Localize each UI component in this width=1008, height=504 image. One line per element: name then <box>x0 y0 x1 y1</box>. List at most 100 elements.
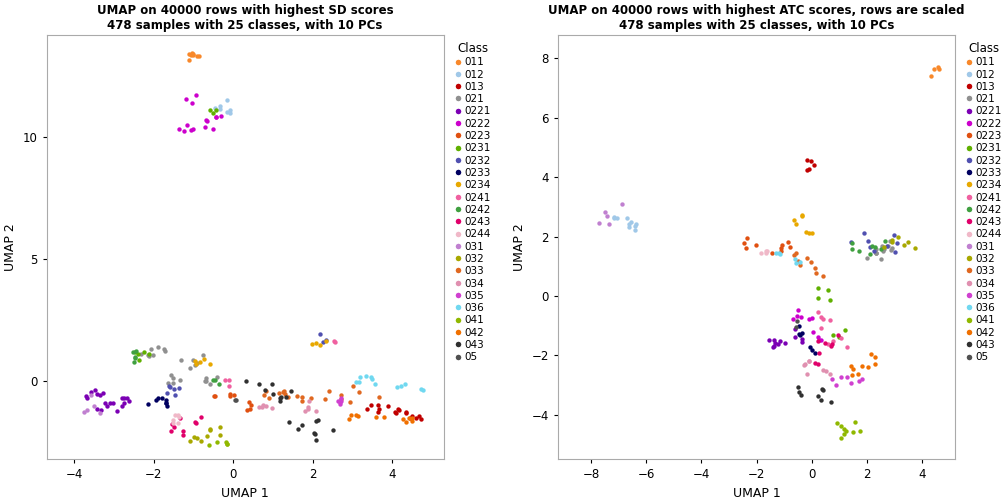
Point <box>814 386 831 394</box>
Point <box>884 244 900 253</box>
Point <box>264 381 280 389</box>
Point <box>888 239 904 247</box>
Point <box>794 212 810 220</box>
Point <box>210 372 226 381</box>
Point <box>272 397 288 405</box>
Point <box>130 356 146 364</box>
Point <box>607 214 623 222</box>
Point <box>790 383 806 391</box>
Point <box>84 391 100 399</box>
Point <box>811 336 828 344</box>
Point <box>811 349 828 357</box>
Point <box>791 261 807 269</box>
Point <box>184 356 201 364</box>
Point <box>876 245 892 253</box>
Point <box>241 398 257 406</box>
Point <box>404 414 420 422</box>
Point <box>886 247 902 256</box>
Point <box>188 360 205 368</box>
Point <box>258 387 274 395</box>
Point <box>836 430 852 438</box>
Point <box>821 286 837 294</box>
Point <box>799 165 815 173</box>
Point <box>127 354 143 362</box>
Point <box>282 387 298 395</box>
Point <box>222 106 238 114</box>
Point <box>807 264 824 272</box>
Point <box>274 388 290 396</box>
Point <box>228 396 244 404</box>
Point <box>186 418 203 426</box>
Point <box>202 426 218 434</box>
Point <box>239 406 255 414</box>
Point <box>412 385 428 393</box>
Point <box>280 393 296 401</box>
Point <box>212 102 228 110</box>
Point <box>166 411 182 419</box>
Point <box>194 413 210 421</box>
Point <box>770 340 786 348</box>
Point <box>773 241 789 249</box>
Point <box>397 380 413 388</box>
Point <box>165 419 181 427</box>
Point <box>764 248 780 257</box>
Point <box>813 336 830 344</box>
Point <box>169 419 185 427</box>
Point <box>223 392 239 400</box>
Point <box>359 372 375 381</box>
Point <box>890 233 906 241</box>
Point <box>787 325 803 333</box>
Point <box>621 220 637 228</box>
Point <box>162 371 178 380</box>
Point <box>140 400 156 408</box>
Point <box>771 249 787 258</box>
Point <box>748 241 764 249</box>
Point <box>193 358 209 366</box>
Point <box>199 117 215 125</box>
Point <box>791 258 807 266</box>
Point <box>807 349 824 357</box>
Point <box>830 419 846 427</box>
Point <box>866 247 882 255</box>
Point <box>238 376 254 385</box>
Point <box>627 226 643 234</box>
Point <box>176 127 193 135</box>
Point <box>207 392 223 400</box>
Point <box>862 242 878 250</box>
Point <box>810 284 827 292</box>
Point <box>299 405 316 413</box>
Point <box>854 374 870 383</box>
Point <box>843 379 859 387</box>
Point <box>370 401 386 409</box>
Point <box>793 312 809 321</box>
Point <box>183 49 200 57</box>
Point <box>79 395 95 403</box>
Point <box>273 393 289 401</box>
Point <box>158 399 174 407</box>
Point <box>371 393 387 401</box>
Point <box>106 399 122 407</box>
Point <box>161 383 177 391</box>
Point <box>312 330 329 338</box>
Point <box>800 165 816 173</box>
Y-axis label: UMAP 2: UMAP 2 <box>4 223 17 271</box>
Point <box>826 331 842 339</box>
Point <box>844 371 860 379</box>
Point <box>182 51 199 59</box>
Point <box>208 112 224 120</box>
Point <box>331 397 347 405</box>
Point <box>364 374 380 383</box>
Point <box>251 403 267 411</box>
Point <box>868 245 884 254</box>
Point <box>143 345 159 353</box>
Point <box>806 359 823 367</box>
Point <box>882 246 898 254</box>
Point <box>183 126 200 134</box>
Point <box>290 424 306 432</box>
Point <box>341 414 357 422</box>
Point <box>94 406 110 414</box>
Point <box>172 375 188 384</box>
Point <box>136 348 152 356</box>
Point <box>790 322 806 330</box>
Point <box>164 416 180 424</box>
